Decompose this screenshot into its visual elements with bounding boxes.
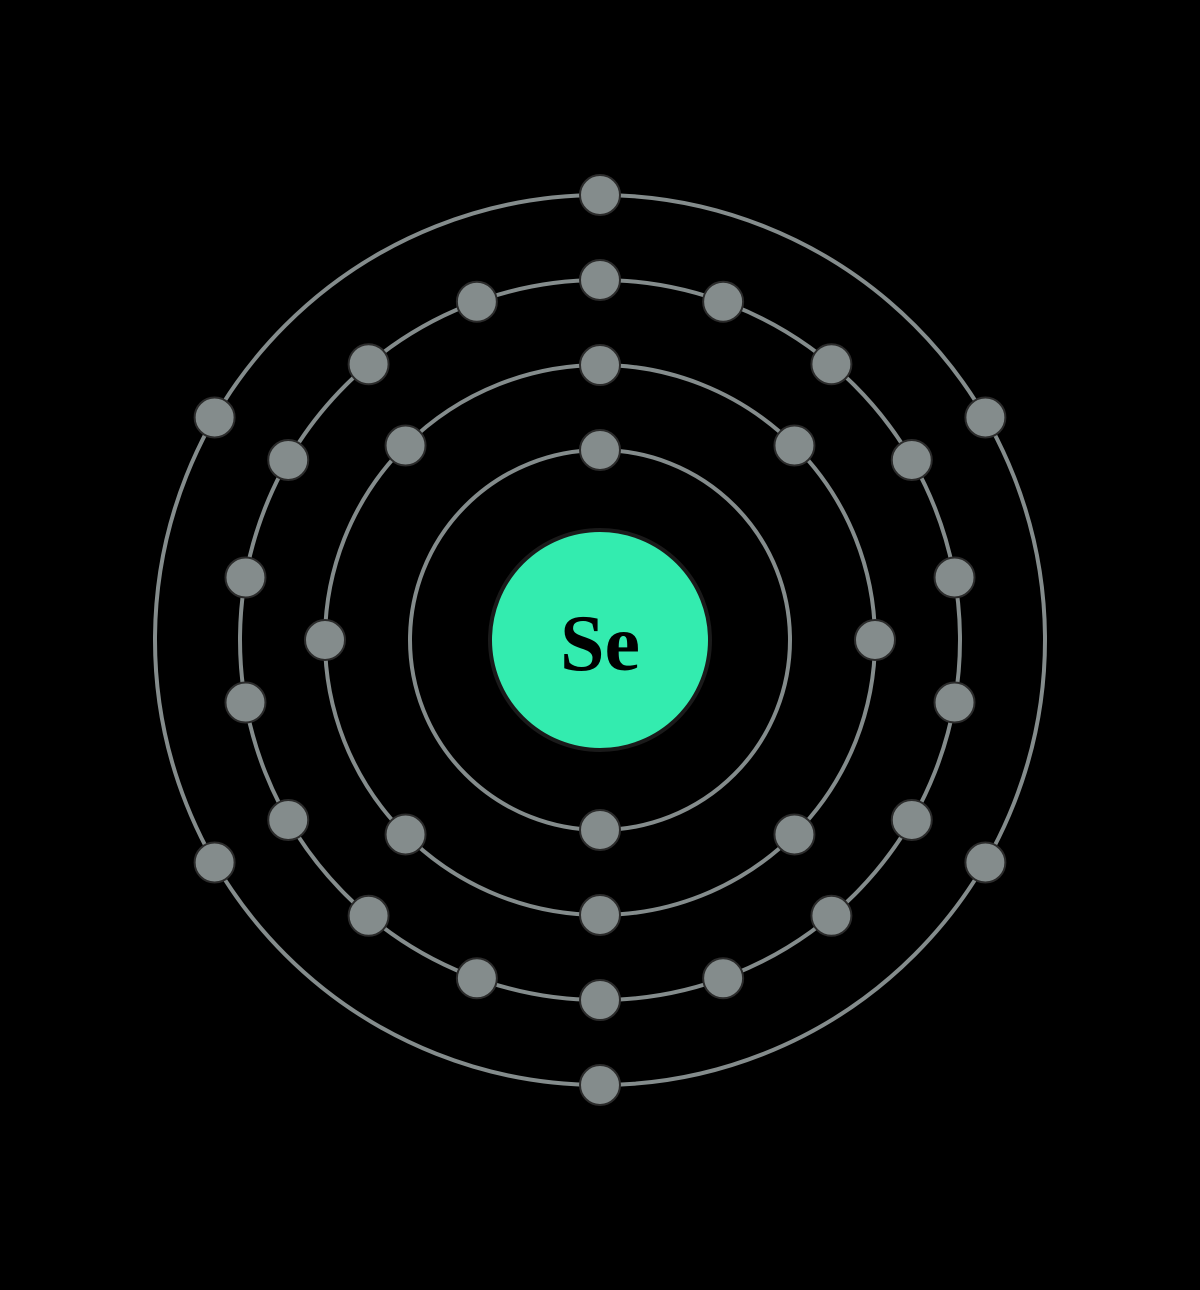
electron-shell3-16 [268,440,308,480]
electron-shell2-8 [386,426,426,466]
electron-shell2-4 [774,814,814,854]
electron-shell3-10 [580,980,620,1020]
electron-shell4-2 [965,398,1005,438]
electron-shell-diagram: Se [0,0,1200,1290]
electron-shell3-11 [457,958,497,998]
electron-shell4-6 [195,398,235,438]
electron-shell1-2 [580,810,620,850]
electron-shell2-2 [774,426,814,466]
electron-shell3-17 [349,344,389,384]
electron-shell3-9 [703,958,743,998]
electron-shell4-5 [195,843,235,883]
electron-shell2-7 [305,620,345,660]
electron-shell3-12 [349,896,389,936]
electron-shell3-1 [580,260,620,300]
electron-shell4-1 [580,175,620,215]
electron-shell3-13 [268,800,308,840]
electron-shell3-15 [225,557,265,597]
electron-shell3-14 [225,683,265,723]
electron-shell4-3 [965,843,1005,883]
electron-shell2-5 [580,895,620,935]
electron-shell3-3 [811,344,851,384]
electron-shell3-18 [457,282,497,322]
atom-svg: Se [0,0,1200,1290]
electron-shell2-3 [855,620,895,660]
electron-shell2-6 [386,814,426,854]
electron-shell3-2 [703,282,743,322]
electron-shell4-4 [580,1065,620,1105]
electron-shell3-6 [935,683,975,723]
electron-shell3-5 [935,557,975,597]
electron-shell3-4 [892,440,932,480]
element-symbol: Se [560,600,640,688]
electron-shell1-1 [580,430,620,470]
electron-shell3-7 [892,800,932,840]
electron-shell3-8 [811,896,851,936]
electron-shell2-1 [580,345,620,385]
